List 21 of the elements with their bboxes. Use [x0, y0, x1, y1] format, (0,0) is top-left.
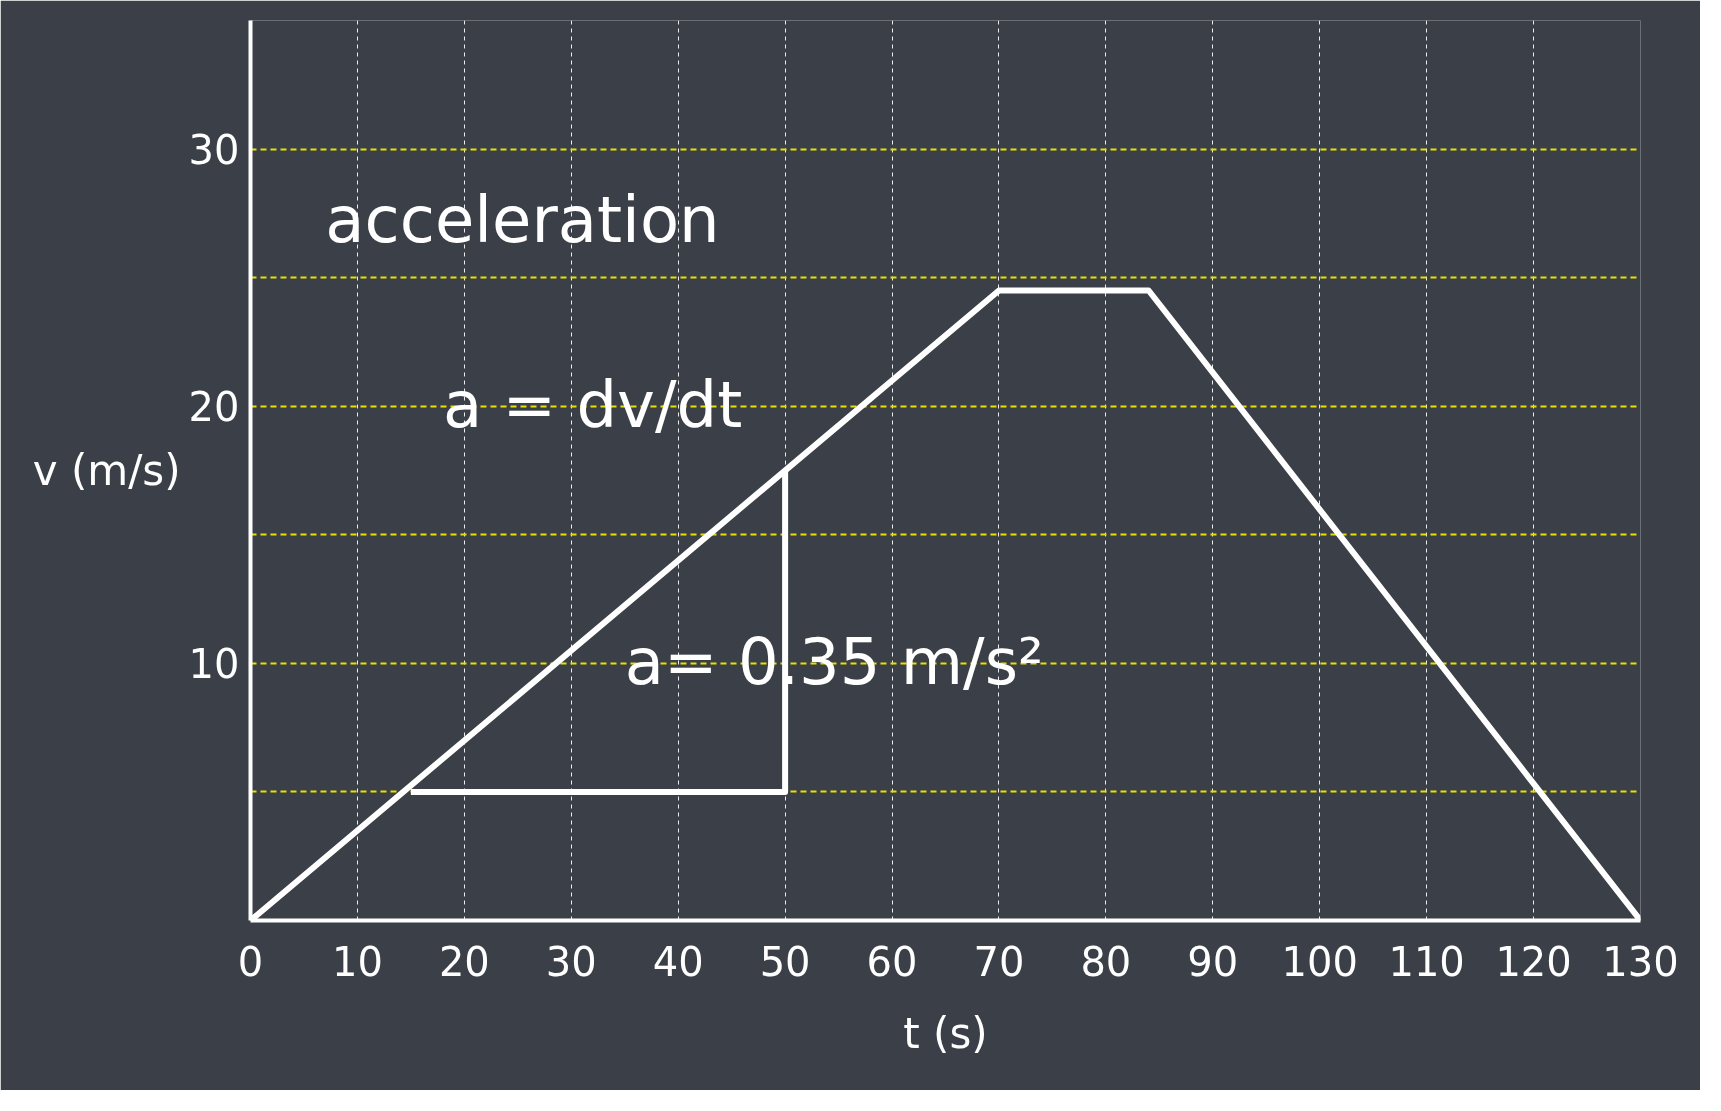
x-tick-label: 40 [652, 938, 704, 985]
x-tick-label: 20 [438, 938, 490, 985]
x-tick-label: 130 [1602, 938, 1679, 985]
x-tick-label: 90 [1187, 938, 1239, 985]
x-tick-label: 60 [866, 938, 918, 985]
annotation: acceleration [325, 183, 720, 258]
x-axis-title: t (s) [903, 1008, 988, 1058]
x-tick-label: 120 [1495, 938, 1572, 985]
x-tick-label: 10 [331, 938, 383, 985]
y-tick-label: 20 [188, 384, 240, 431]
x-tick-label: 100 [1281, 938, 1358, 985]
annotation: a = dv/dt [442, 368, 743, 443]
x-tick-label: 0 [237, 938, 264, 985]
y-axis-title: v (m/s) [32, 446, 181, 495]
y-tick-label: 10 [188, 641, 240, 688]
x-tick-label: 80 [1080, 938, 1132, 985]
x-tick-label: 50 [759, 938, 811, 985]
x-tick-label: 110 [1388, 938, 1465, 985]
x-tick-label: 30 [545, 938, 597, 985]
x-tick-label: 70 [973, 938, 1025, 985]
y-tick-label: 30 [188, 127, 240, 174]
